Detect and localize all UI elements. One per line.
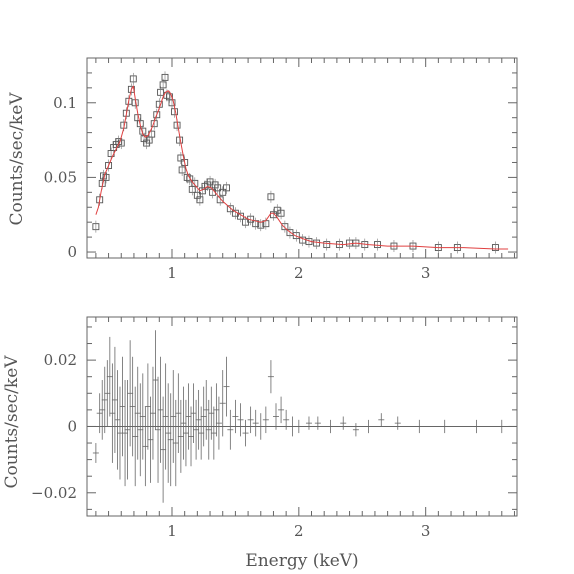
x-tick-label: 1 — [167, 264, 177, 282]
y-tick-label: 0.1 — [53, 94, 77, 112]
y-tick-label: 0.05 — [44, 168, 77, 186]
y-tick-label: 0.02 — [44, 351, 77, 369]
y-axis-label-bottom: Counts/sec/keV — [2, 355, 22, 489]
plot-frame — [86, 57, 518, 259]
x-tick-label: 2 — [294, 522, 304, 540]
x-tick-label: 3 — [421, 522, 431, 540]
plot-frame — [86, 316, 518, 517]
model-curve — [95, 85, 509, 250]
x-tick-label: 2 — [294, 264, 304, 282]
residuals-panel: 1 2 3 −0.02 0 0.02 — [31, 316, 518, 540]
y-axis-label-top: Counts/sec/keV — [7, 92, 27, 226]
x-axis-label: Energy (keV) — [245, 551, 358, 571]
spectrum-panel: 1 2 3 0 0.05 0.1 — [44, 57, 518, 282]
y-tick-label: −0.02 — [31, 484, 77, 502]
x-tick-label: 1 — [167, 522, 177, 540]
y-tick-label: 0 — [67, 243, 77, 261]
x-tick-label: 3 — [421, 264, 431, 282]
y-tick-label: 0 — [67, 417, 77, 435]
